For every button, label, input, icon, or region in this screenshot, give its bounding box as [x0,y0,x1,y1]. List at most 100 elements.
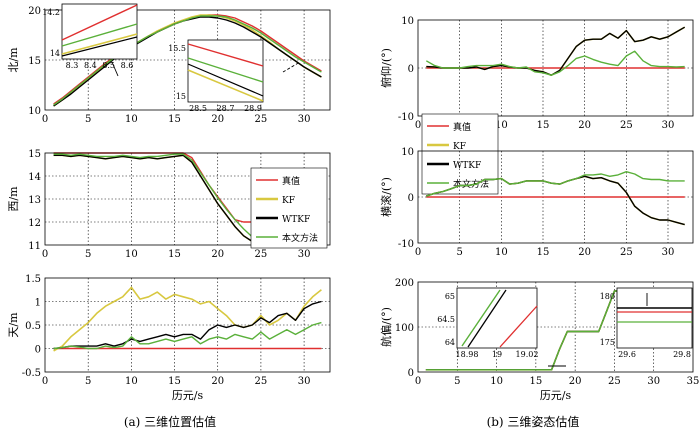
inset-left: 14.2 14 8.3 8.4 8.5 8.6 [42,3,138,70]
x-tick-label: 0 [42,376,48,387]
legend-box [250,167,328,249]
legend-label: WTKF [282,215,310,225]
inset-line-truth [187,43,264,67]
x-tick-label: 0 [42,249,48,260]
y-tick-label: 0 [35,345,41,356]
y-tick-label: 0 [408,368,414,379]
inset-y-tick: 175 [600,338,615,347]
inset-y-tick: 180 [600,292,615,301]
x-tick-label: 25 [255,376,268,387]
x-tick-label: 20 [578,120,591,131]
caption-b: (b) 三维姿态估值 [487,414,580,429]
x-tick-label: 30 [662,247,675,258]
inset-y-tick: 64.5 [437,315,455,324]
y-tick-label: 14 [28,172,41,183]
x-tick-label: 5 [85,376,91,387]
x-tick-label: 30 [298,249,311,260]
x-tick-label: 10 [125,249,138,260]
y-tick-label: 0.5 [25,321,41,332]
inset-pointer-arrow [111,61,119,77]
inset-line-proposed [461,289,501,347]
x-tick-label: 30 [647,376,660,387]
x-tick-label: 10 [490,376,503,387]
y-tick-label: -10 [398,112,414,123]
x-tick-label: 15 [168,114,181,125]
inset-y-tick: 65 [445,292,455,301]
inset-x-tick: 29.6 [618,350,636,359]
x-tick-label: 25 [620,120,633,131]
inset-frame [187,39,264,103]
x-tick-label: 0 [42,114,48,125]
x-tick-label: 5 [85,114,91,125]
inset-x-tick: 8.6 [121,61,134,70]
series-line-proposed [426,170,685,197]
x-tick-label: 0 [415,376,421,387]
inset-pointer-arrow [282,61,301,73]
inset-x-tick: 28.9 [244,104,262,113]
legend-label: 真值 [453,121,471,133]
series-line-proposed [53,15,322,106]
plot-frame [417,19,694,117]
x-tick-label: 10 [125,376,138,387]
inset-line-kf [187,69,264,102]
plot-frame [44,277,331,373]
x-tick-label: 10 [495,120,508,131]
x-tick-label: 15 [537,247,550,258]
inset-y-tick: 15.5 [168,44,186,53]
y-tick-label: 12 [28,218,41,229]
inset-x-tick: 8.4 [84,61,97,70]
plot-frame [417,281,694,373]
legend: 真值 KF WTKF 本文方法 [250,167,328,249]
inset-line-truth [499,305,538,348]
inset-x-tick: 18.98 [456,350,479,359]
legend-label: 本文方法 [453,178,489,190]
inset-x-tick: 28.5 [189,104,207,113]
x-tick-label: 20 [578,247,591,258]
inset-x-tick: 28.7 [217,104,235,113]
y-tick-label: 1.5 [25,274,41,285]
x-tick-label: 25 [255,249,268,260]
x-tick-label: 15 [537,120,550,131]
legend: 真值 KF WTKF 本文方法 [421,113,499,195]
y-axis-label: 天/m [7,312,20,338]
y-axis-label: 俯仰/(°) [379,48,393,88]
y-axis-label: 航偏/(°) [379,307,393,347]
plot-frame [417,150,694,244]
y-tick-label: 15 [28,149,41,160]
y-tick-label: 0 [408,193,414,204]
inset-line-wtkf [187,63,264,97]
y-tick-label: 11 [28,241,41,252]
series-line-proposed [53,321,322,350]
chart-east: 0 5 10 15 20 25 30 11 12 13 14 15 西/m 真值 KF WTKF 本文方法 [7,149,331,260]
inset-x-tick: 8.5 [102,61,115,70]
x-tick-label: 25 [608,376,621,387]
y-tick-label: 0 [408,64,414,75]
legend-label: 真值 [282,175,300,187]
inset-x-tick: 19.02 [516,350,539,359]
y-tick-label: 13 [28,195,41,206]
x-tick-label: 10 [125,114,138,125]
legend-box [421,113,499,195]
x-tick-label: 20 [211,249,224,260]
inset-frame [616,287,693,349]
x-tick-label: 20 [211,114,224,125]
inset-line-proposed [61,23,138,47]
x-tick-label: 5 [454,376,460,387]
y-tick-label: 1 [35,298,41,309]
x-tick-label: 0 [415,247,421,258]
inset-y-tick: 64 [445,338,455,347]
plot-frame [44,152,331,246]
x-tick-label: 20 [569,376,582,387]
y-tick-label: 20 [28,6,41,17]
x-axis-label: 历元/s [540,389,572,402]
y-tick-label: 10 [401,16,414,27]
x-tick-label: 25 [255,114,268,125]
y-tick-label: 10 [401,147,414,158]
inset-x-tick: 29.8 [673,350,691,359]
x-tick-label: 35 [687,376,700,387]
inset-x-tick: 19 [492,350,502,359]
y-tick-label: -0.5 [22,368,41,379]
